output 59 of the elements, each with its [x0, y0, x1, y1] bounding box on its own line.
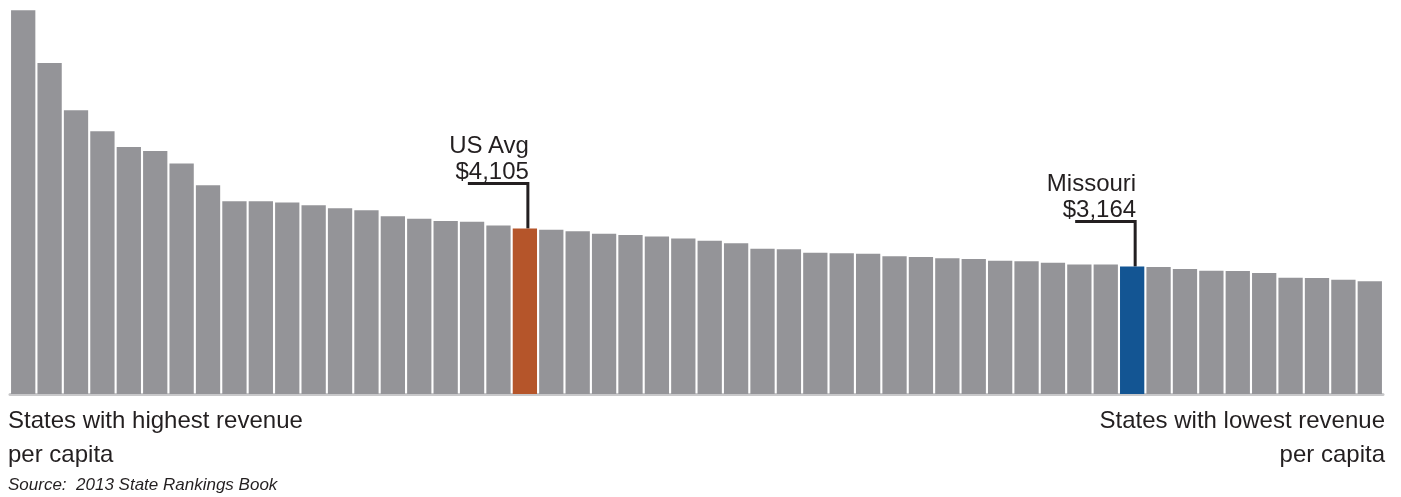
bar [565, 231, 590, 394]
bar [1067, 264, 1092, 394]
bar [486, 225, 511, 394]
bar [275, 202, 300, 394]
bar [90, 131, 115, 394]
bar [803, 252, 828, 394]
bar [1252, 273, 1277, 394]
text: States with highest revenue per capita [8, 405, 303, 467]
bar [116, 146, 141, 394]
bar [248, 201, 273, 394]
bar [195, 185, 221, 394]
data-label: $3,164 [1062, 194, 1137, 222]
bar [1172, 269, 1198, 394]
bar [1331, 279, 1356, 394]
bar [327, 208, 353, 394]
bar [407, 218, 432, 394]
source-note: Source: 2013 State Rankings Book [8, 474, 279, 494]
bar [882, 256, 907, 394]
bar [1146, 267, 1171, 394]
bar [591, 233, 617, 394]
bar [143, 150, 168, 394]
bar [988, 260, 1013, 394]
bar [1304, 278, 1330, 394]
annotation: US Avg [449, 131, 529, 159]
bar [935, 258, 960, 394]
bar [433, 221, 458, 394]
bar [11, 10, 36, 394]
bar [1357, 281, 1382, 394]
bar [354, 210, 379, 394]
bar [908, 256, 934, 394]
bar [776, 249, 802, 394]
bar [63, 110, 89, 394]
bar [961, 258, 986, 394]
bar [618, 234, 643, 394]
bar [750, 248, 775, 394]
bar [697, 240, 722, 394]
bar [1120, 266, 1145, 394]
bar [380, 216, 405, 394]
bar [301, 205, 326, 394]
bar [1093, 264, 1118, 394]
bar [1225, 271, 1250, 394]
bar [37, 63, 62, 394]
bar [1199, 270, 1224, 394]
annotation: Missouri [1046, 168, 1137, 196]
bar [512, 228, 538, 394]
bar [539, 229, 564, 394]
bar [829, 253, 854, 394]
bar [855, 253, 881, 394]
data-label: $4,105 [455, 157, 529, 185]
bar [1014, 261, 1039, 394]
bar [723, 243, 749, 394]
bar [222, 201, 247, 394]
bar [1278, 277, 1303, 394]
text: States with lowest revenue per capita [1099, 405, 1386, 467]
bar [1040, 262, 1066, 394]
bar [671, 238, 696, 394]
bar [644, 236, 670, 394]
bar [169, 163, 194, 394]
bar [459, 221, 485, 394]
